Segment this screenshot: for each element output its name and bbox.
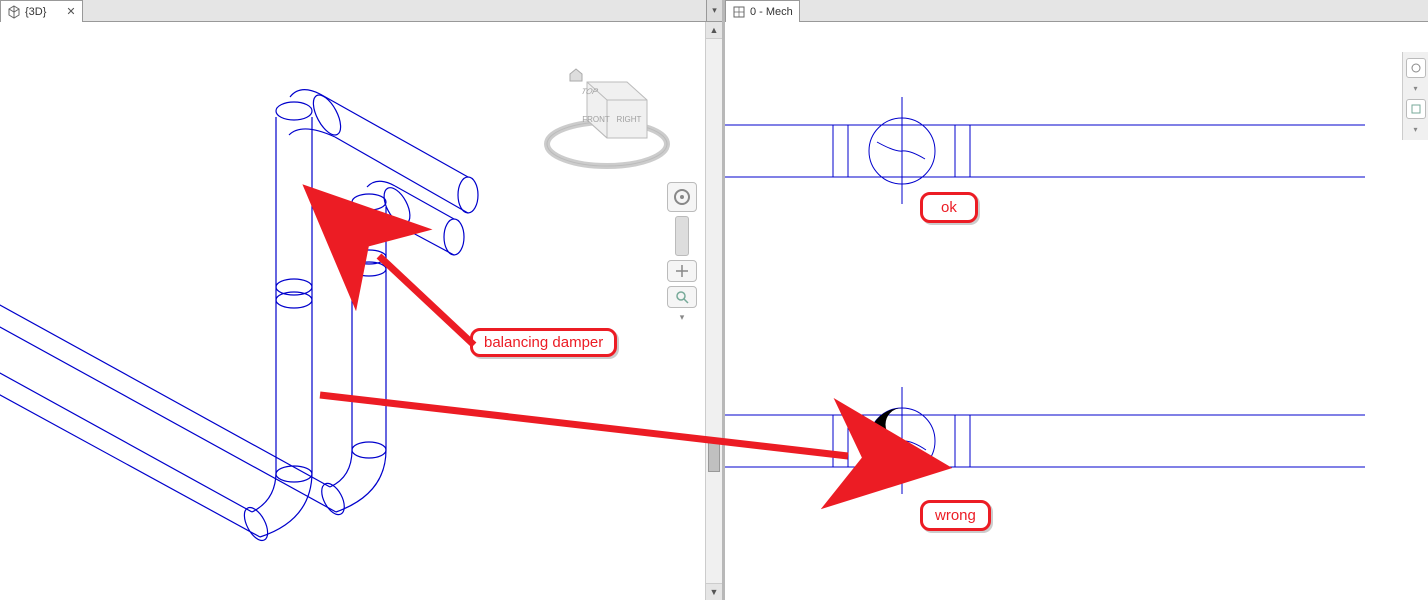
annotation-damper-text: balancing damper [484, 334, 603, 351]
annotation-balancing-damper: balancing damper [470, 328, 617, 357]
right-toolstrip: ▾ ▾ [1402, 52, 1428, 140]
viewcube-front-label: FRONT [582, 115, 610, 124]
tool-icon-1[interactable] [1406, 58, 1426, 78]
left-3d-viewport[interactable]: TOP FRONT RIGHT ▾ [0, 22, 722, 600]
right-view-pane: 0 - Mech [725, 0, 1428, 600]
tab-mech-label: 0 - Mech [750, 6, 793, 18]
annotation-ok-text: ok [941, 199, 957, 216]
cube-icon [7, 5, 21, 19]
nav-expand-icon[interactable]: ▾ [680, 312, 685, 323]
split-view-container: {3D} ✕ ▾ [0, 0, 1428, 600]
annotation-ok: ok [920, 192, 978, 223]
tab-3d[interactable]: {3D} ✕ [0, 0, 83, 22]
annotation-wrong-text: wrong [935, 507, 976, 524]
scroll-up-icon[interactable]: ▲ [706, 22, 722, 39]
plan-2d-svg [725, 22, 1425, 600]
viewcube-right-label: RIGHT [617, 115, 642, 124]
tool-expand-1-icon[interactable]: ▾ [1413, 84, 1417, 93]
tab-overflow-dropdown[interactable]: ▾ [706, 0, 722, 21]
tab-mech[interactable]: 0 - Mech [725, 0, 800, 22]
left-tabbar: {3D} ✕ ▾ [0, 0, 722, 22]
scroll-down-icon[interactable]: ▼ [706, 583, 722, 600]
steering-wheel-icon[interactable] [667, 182, 697, 212]
left-view-pane: {3D} ✕ ▾ [0, 0, 725, 600]
viewcube-widget[interactable]: TOP FRONT RIGHT [532, 52, 682, 182]
scroll-thumb[interactable] [708, 442, 720, 472]
nav-divider [675, 216, 689, 256]
tool-expand-2-icon[interactable]: ▾ [1413, 125, 1417, 134]
plan-icon [732, 5, 746, 19]
annotation-wrong: wrong [920, 500, 991, 531]
right-2d-viewport[interactable]: ▾ ▾ [725, 22, 1428, 600]
tab-3d-label: {3D} [25, 6, 46, 18]
close-icon[interactable]: ✕ [66, 5, 75, 18]
left-vertical-scrollbar[interactable]: ▲ ▼ [705, 22, 722, 600]
tool-icon-2[interactable] [1406, 99, 1426, 119]
navigation-bar[interactable]: ▾ [667, 182, 697, 323]
zoom-icon[interactable] [667, 286, 697, 308]
pan-icon[interactable] [667, 260, 697, 282]
right-tabbar: 0 - Mech [725, 0, 1428, 22]
